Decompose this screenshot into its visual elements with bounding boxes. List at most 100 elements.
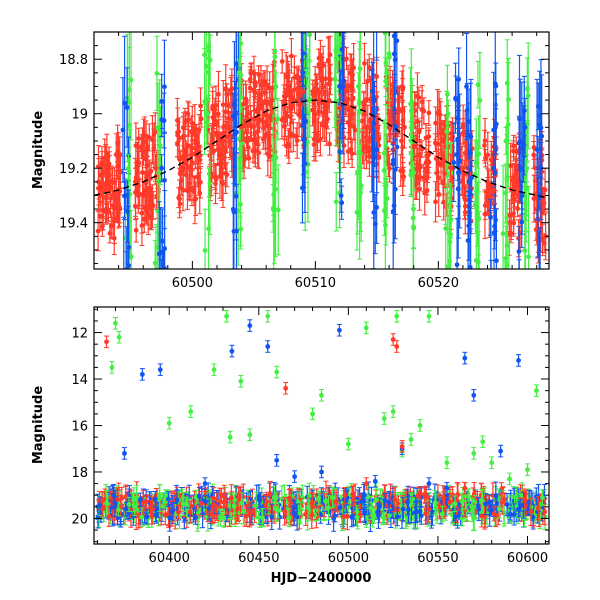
top-streak-point-marker xyxy=(262,133,268,138)
top-streak-point xyxy=(374,170,380,244)
top-streak-point-marker xyxy=(175,132,180,138)
top-streak-point xyxy=(288,38,294,74)
top-streak-point-marker xyxy=(273,186,278,192)
top-streak-point-marker xyxy=(189,128,195,134)
top-streak-point xyxy=(446,191,452,269)
top-streak-point xyxy=(522,272,527,317)
top-streak-point-marker xyxy=(444,129,450,134)
top-streak-point xyxy=(327,132,333,156)
top-streak-point-marker xyxy=(482,211,488,217)
top-streak-point xyxy=(414,72,420,120)
top-streak-point xyxy=(299,152,305,224)
top-streak-point xyxy=(481,129,487,162)
top-streak-point-marker xyxy=(324,124,329,130)
top-streak-point-marker xyxy=(374,205,380,210)
top-streak-point-marker xyxy=(121,277,126,282)
top-streak-point-marker xyxy=(238,226,244,232)
top-streak-point-marker xyxy=(456,76,462,82)
top-streak-point-marker xyxy=(100,223,105,229)
top-streak-point xyxy=(156,201,162,269)
top-streak-point-marker xyxy=(124,105,130,110)
top-streak-point-marker xyxy=(323,76,329,82)
top-streak-point xyxy=(238,212,244,247)
top-streak-point-marker xyxy=(382,32,388,36)
top-streak-point-marker xyxy=(275,207,281,213)
top-streak-point xyxy=(180,145,186,192)
top-streak-point-marker xyxy=(272,54,278,60)
top-streak-point-marker xyxy=(357,66,363,72)
top-streak-point-marker xyxy=(390,209,396,214)
top-streak-point-marker xyxy=(469,175,475,181)
top-streak-point-marker xyxy=(124,284,129,289)
top-streak-point xyxy=(177,194,183,214)
top-streak-point-marker xyxy=(195,174,200,180)
top-streak-point xyxy=(361,42,367,85)
top-streak-point xyxy=(390,143,396,184)
top-streak-point xyxy=(435,89,441,138)
top-streak-point-marker xyxy=(197,190,203,196)
top-streak-point-marker xyxy=(161,118,167,123)
top-streak-point-marker xyxy=(124,285,129,290)
top-streak-point-marker xyxy=(448,136,454,142)
top-streak-point-marker xyxy=(441,199,447,205)
top-streak-point-marker xyxy=(358,25,363,30)
top-streak-point-marker xyxy=(239,140,245,146)
top-streak-point xyxy=(433,181,439,223)
top-streak-point xyxy=(275,164,281,256)
top-streak-point-marker xyxy=(252,148,258,153)
top-streak-point xyxy=(293,127,299,146)
top-streak-point-marker xyxy=(104,185,110,191)
top-streak-point-marker xyxy=(150,137,155,143)
top-streak-point-marker xyxy=(213,181,218,186)
top-streak-point-marker xyxy=(139,210,145,216)
top-streak-point-marker xyxy=(159,275,164,280)
top-streak-point xyxy=(344,47,350,71)
top-streak-point xyxy=(347,53,353,93)
top-streak-point-marker xyxy=(120,127,126,133)
top-streak-point-marker xyxy=(374,147,380,153)
top-streak-point xyxy=(502,260,508,269)
top-streak-point xyxy=(159,73,165,130)
top-streak-point xyxy=(110,211,116,240)
top-streak-point xyxy=(194,166,200,188)
top-streak-point-marker xyxy=(451,160,457,165)
top-streak-point-marker xyxy=(391,51,397,57)
top-streak-point-marker xyxy=(433,140,438,146)
top-streak-point-marker xyxy=(482,143,487,148)
top-streak-point-marker xyxy=(113,152,119,158)
top-streak-point-marker xyxy=(198,116,204,122)
top-streak-point-marker xyxy=(341,143,347,148)
top-streak-point-marker xyxy=(300,27,305,32)
top-streak-point-marker xyxy=(215,111,221,117)
top-streak-point xyxy=(426,127,432,146)
top-streak-point xyxy=(246,147,252,169)
top-streak-point-marker xyxy=(462,209,468,215)
top-streak-point-marker xyxy=(526,254,531,260)
top-streak-point-marker xyxy=(193,139,199,145)
top-streak-point xyxy=(354,174,360,251)
top-streak-point-marker xyxy=(411,225,417,231)
top-streak-point-marker xyxy=(107,166,112,171)
top-streak-point-marker xyxy=(500,231,506,237)
top-streak-point-marker xyxy=(261,79,267,85)
top-streak-point-marker xyxy=(367,136,373,142)
top-streak-point-marker xyxy=(393,32,398,34)
top-streak-point-marker xyxy=(144,154,149,160)
top-streak-point-marker xyxy=(328,77,333,82)
top-streak-point-marker xyxy=(213,102,219,108)
top-streak-point xyxy=(333,172,339,232)
top-streak-point xyxy=(133,217,139,243)
top-streak-point-marker xyxy=(252,83,258,89)
top-streak-point-marker xyxy=(305,32,307,33)
top-streak-point xyxy=(150,190,156,220)
top-streak-point-marker xyxy=(435,110,440,116)
top-streak-point-marker xyxy=(382,222,388,228)
top-streak-point-marker xyxy=(357,164,363,169)
top-streak-point-marker xyxy=(144,207,150,213)
top-streak-point-marker xyxy=(511,211,516,217)
top-streak-point xyxy=(339,32,345,73)
top-streak-point xyxy=(186,102,192,137)
top-streak-point xyxy=(121,216,127,282)
top-streak-point xyxy=(421,97,427,125)
